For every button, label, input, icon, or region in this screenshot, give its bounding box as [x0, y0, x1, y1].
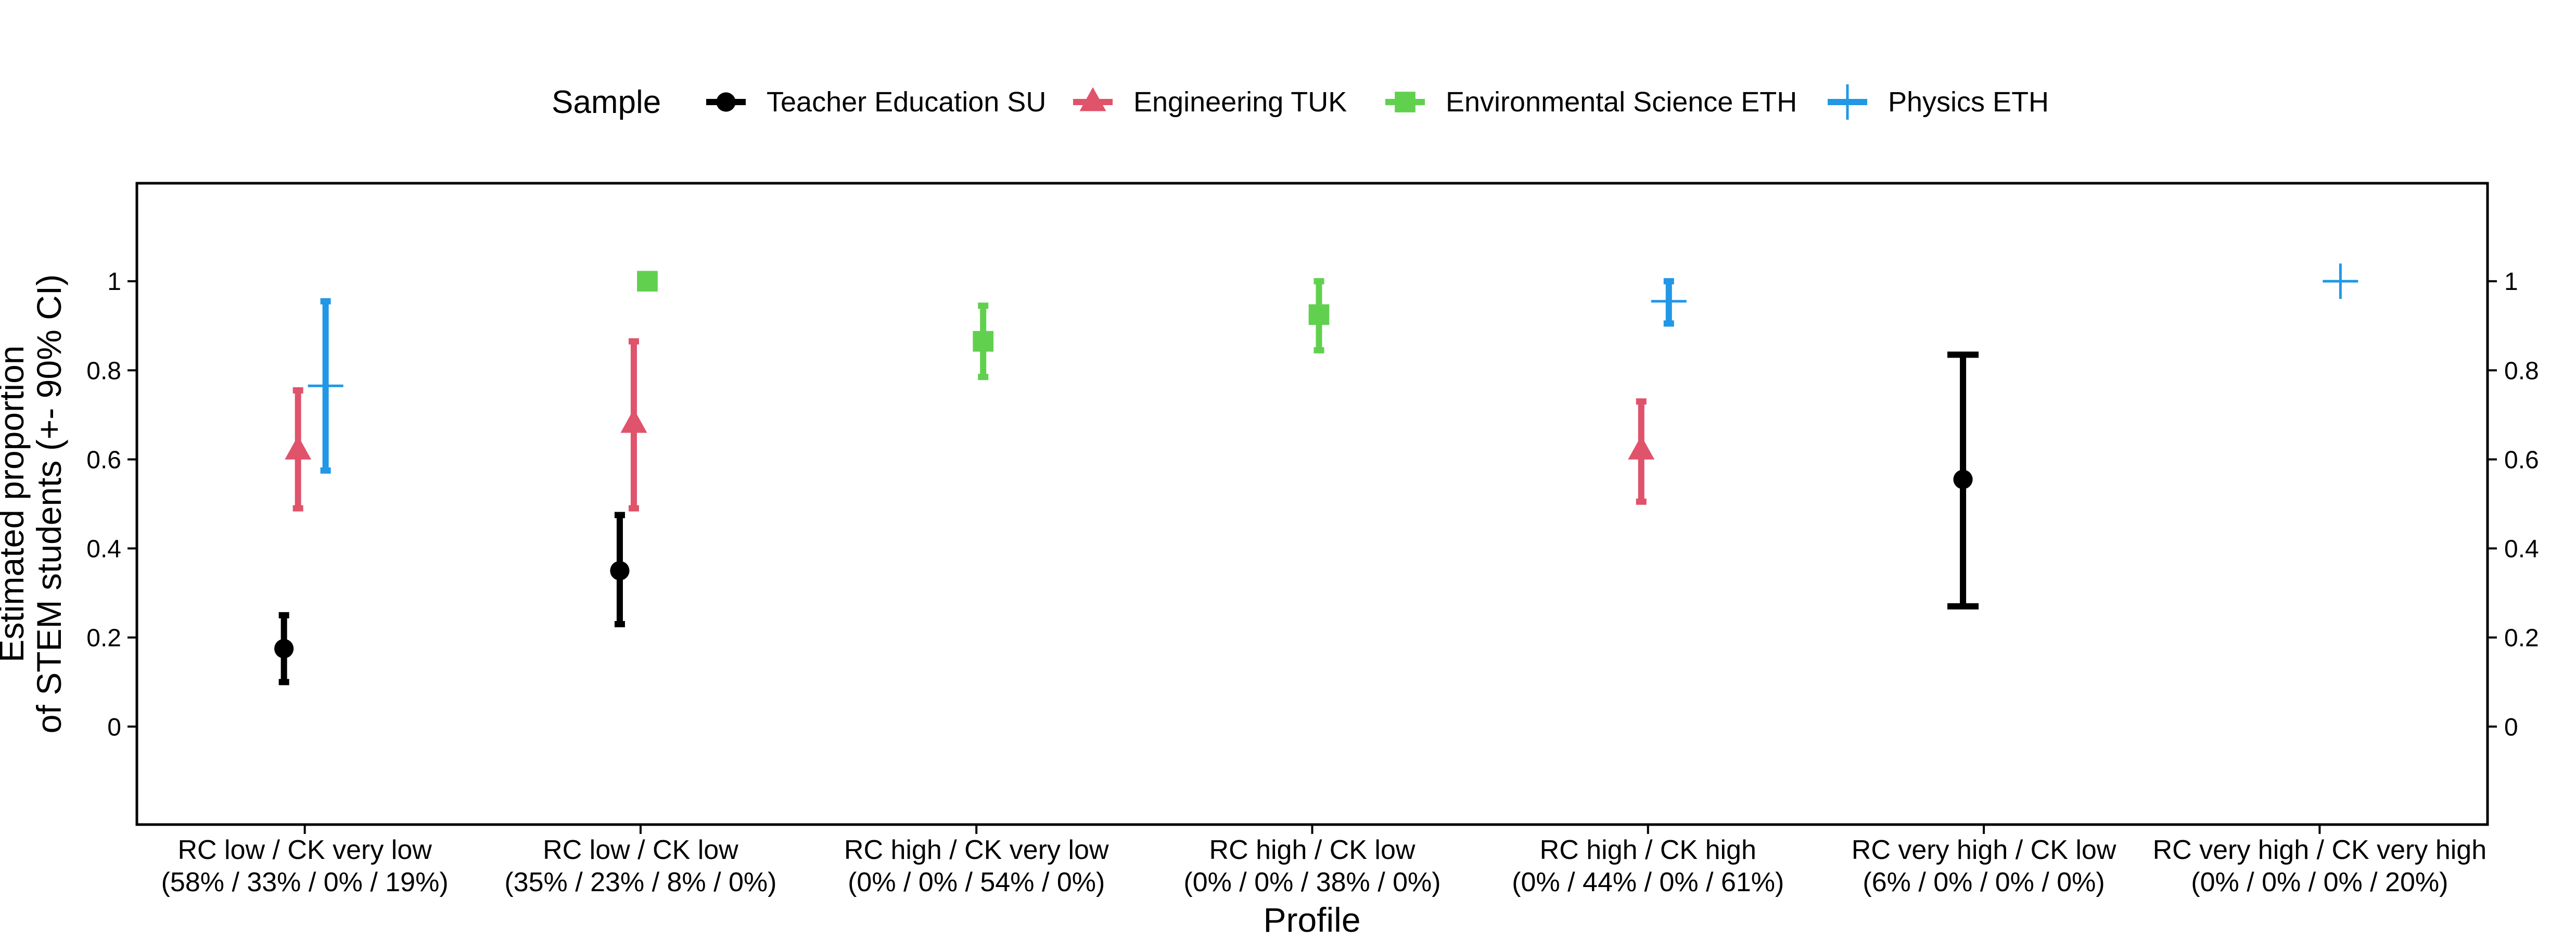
- legend-label-2: Environmental Science ETH: [1446, 86, 1797, 118]
- series-1-point-0-marker: [285, 435, 312, 460]
- series-3-point-1-marker: [1651, 283, 1687, 319]
- x-tick-label-4-line1: RC high / CK high: [1540, 835, 1756, 865]
- legend-key-circle-0: [716, 92, 736, 112]
- x-tick-label-6-line1: RC very high / CK very high: [2153, 835, 2487, 865]
- series-1: [285, 338, 1655, 512]
- y-axis-title-line-2: of STEM students (+- 90% CI): [30, 274, 68, 733]
- legend: Sample Teacher Education SU Engineering T…: [552, 84, 2049, 120]
- y-tick-label-right-2: 0.4: [2504, 536, 2539, 563]
- y-axis-title-line-1: Estimated proportion: [0, 346, 31, 663]
- series-0: [274, 351, 1979, 686]
- series-3-point-2-marker: [2323, 263, 2358, 299]
- x-tick-label-1-line2: (35% / 23% / 8% / 0%): [504, 867, 776, 897]
- series-1-point-1-marker: [620, 409, 647, 433]
- x-tick-label-3-line1: RC high / CK low: [1209, 835, 1415, 865]
- legend-label-0: Teacher Education SU: [767, 86, 1046, 118]
- series-3: [308, 263, 2358, 474]
- y-tick-label-right-3: 0.6: [2504, 446, 2539, 474]
- legend-label-1: Engineering TUK: [1133, 86, 1347, 118]
- x-tick-label-3-line2: (0% / 0% / 38% / 0%): [1183, 867, 1440, 897]
- x-tick-label-5-line1: RC very high / CK low: [1852, 835, 2116, 865]
- x-tick-label-1-line1: RC low / CK low: [543, 835, 738, 865]
- y-tick-label-left-1: 0.2: [86, 625, 121, 652]
- y-axis-right: 0 0.2 0.4 0.6 0.8 1: [2488, 268, 2539, 741]
- series-3-point-0-marker: [308, 368, 343, 404]
- y-axis-left: 0 0.2 0.4 0.6 0.8 1: [86, 268, 137, 741]
- x-axis: RC low / CK very low(58% / 33% / 0% / 19…: [161, 825, 2487, 897]
- y-tick-label-right-4: 0.8: [2504, 357, 2539, 385]
- x-tick-label-5-line2: (6% / 0% / 0% / 0%): [1863, 867, 2105, 897]
- legend-label-3: Physics ETH: [1888, 86, 2049, 118]
- y-tick-label-left-5: 1: [107, 268, 121, 296]
- series-2-point-0-marker: [637, 271, 658, 292]
- data-layer: [274, 263, 2358, 686]
- x-tick-label-2-line1: RC high / CK very low: [844, 835, 1109, 865]
- legend-title: Sample: [552, 84, 661, 120]
- x-tick-label-4-line2: (0% / 44% / 0% / 61%): [1512, 867, 1784, 897]
- y-tick-label-right-5: 1: [2504, 268, 2518, 296]
- series-0-point-0-marker: [274, 639, 294, 659]
- x-tick-label-0-line2: (58% / 33% / 0% / 19%): [161, 867, 449, 897]
- x-tick-label-0-line1: RC low / CK very low: [177, 835, 432, 865]
- plot-panel-border: [135, 182, 2489, 826]
- legend-key-triangle-1: [1079, 87, 1106, 111]
- x-axis-title: Profile: [1263, 901, 1360, 937]
- legend-key-plus-3: [1830, 84, 1865, 120]
- x-tick-label-2-line2: (0% / 0% / 54% / 0%): [848, 867, 1105, 897]
- series-2-point-2-marker: [1308, 304, 1330, 325]
- y-axis-title: Estimated proportion of STEM students (+…: [0, 274, 68, 733]
- y-tick-label-left-2: 0.4: [86, 536, 121, 563]
- series-2: [637, 271, 1330, 381]
- series-0-point-1-marker: [610, 561, 630, 580]
- y-tick-label-left-3: 0.6: [86, 446, 121, 474]
- y-tick-label-left-4: 0.8: [86, 357, 121, 385]
- series-2-point-1-marker: [973, 331, 994, 352]
- series-0-point-2-marker: [1953, 470, 1973, 489]
- y-tick-label-left-0: 0: [107, 714, 121, 741]
- x-tick-label-6-line2: (0% / 0% / 0% / 20%): [2191, 867, 2448, 897]
- legend-items: Teacher Education SU Engineering TUK Envir…: [706, 84, 2049, 120]
- y-tick-label-right-1: 0.2: [2504, 625, 2539, 652]
- legend-key-square-2: [1395, 92, 1415, 112]
- y-tick-label-right-0: 0: [2504, 714, 2518, 741]
- series-1-point-2-marker: [1628, 435, 1655, 460]
